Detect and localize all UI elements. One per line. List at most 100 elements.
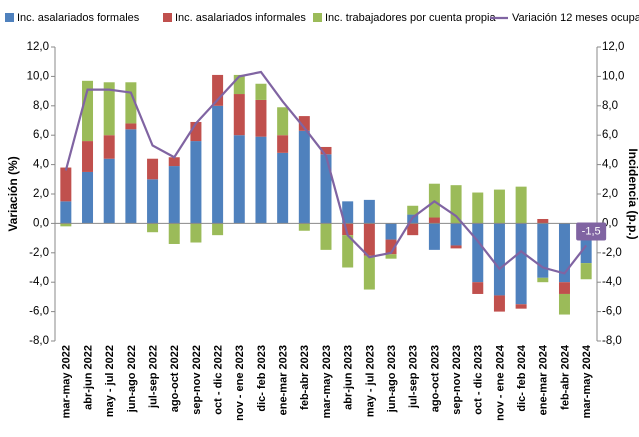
bar [103,82,115,136]
bar [342,201,354,224]
y2-tick-label: 6,0 [602,129,618,141]
bar [60,201,72,224]
bar [450,223,462,246]
bar [363,223,375,256]
bar [320,223,332,250]
x-tick-label: ene-mar 2023 [278,345,290,415]
x-tick-label: nov - ene 2024 [494,344,506,421]
legend-swatch [5,13,14,22]
bar [190,223,202,243]
legend-swatch [313,13,322,22]
bar [472,223,484,283]
bar [363,255,375,290]
bar [472,282,484,294]
x-tick-label: dic- feb 2023 [256,345,268,412]
bar [428,223,440,250]
bar [515,186,527,224]
x-tick-label: feb-abr 2024 [559,344,571,410]
data-label-box [576,222,607,241]
bar [342,235,354,268]
bar [277,107,289,136]
bar [407,223,419,236]
bar [493,295,505,312]
bar [385,223,397,240]
x-tick-label: nov - ene 2023 [234,345,246,421]
bar [493,189,505,224]
y-tick-label: -4,0 [29,276,49,288]
x-tick-label: ago-oct 2022 [169,345,181,412]
bar [558,282,570,294]
bar [125,123,137,130]
bar [515,223,527,305]
bar [190,141,202,224]
bar [342,223,354,236]
bar [580,223,592,264]
x-tick-label: sep-nov 2022 [191,345,203,415]
y-tick-label: 4,0 [33,159,49,171]
x-tick-label: abr-jun 2023 [343,345,355,410]
bar [450,185,462,224]
legend-swatch [163,13,172,22]
x-tick-label: mar-may 2022 [61,345,73,418]
x-tick-label: dic- feb 2024 [516,344,528,412]
bar [472,192,484,224]
y2-tick-label: 12,0 [602,41,624,53]
bar [450,245,462,249]
y2-tick-label: 4,0 [602,159,618,171]
y2-tick-label: 8,0 [602,100,618,112]
y2-tick-label: 10,0 [602,70,624,82]
bar [147,158,159,180]
bar [212,105,224,224]
bar [103,135,115,159]
bar [580,263,592,280]
y-tick-label: 12,0 [27,41,49,53]
x-tick-label: sep-nov 2023 [451,345,463,415]
bar [320,146,332,155]
bar [558,293,570,315]
y-tick-label: -8,0 [29,335,49,347]
bar [493,223,505,296]
bar [82,141,94,172]
bar [233,135,245,224]
bar [255,83,267,100]
legend-label: Inc. trabajadores por cuenta propia [325,12,496,24]
legend-label: Inc. asalariados informales [175,12,306,24]
x-tick-label: may - jul 2022 [104,345,116,417]
x-tick-label: mar-may 2024 [581,344,593,418]
bar [428,217,440,224]
bar [190,121,202,142]
y-tick-label: 0,0 [33,217,49,229]
bar [82,171,94,224]
y2-tick-label: -4,0 [602,276,622,288]
x-tick-label: mar-may 2023 [321,345,333,418]
bar [385,254,397,259]
y-tick-label: -6,0 [29,306,49,318]
bar [298,223,310,231]
x-tick-label: feb-abr 2023 [299,345,311,410]
x-tick-label: may - jul 2023 [364,345,376,417]
x-tick-label: jun-ago 2022 [126,345,138,413]
bar [298,130,310,224]
x-tick-label: oct - dic 2022 [213,345,225,415]
bar [537,277,549,283]
x-tick-label: jun-ago 2023 [386,345,398,413]
bar [255,136,267,224]
x-tick-label: abr-jun 2022 [82,345,94,410]
bar [168,157,180,167]
bar [60,167,72,202]
bar [212,74,224,106]
bar [298,116,310,131]
bar [168,223,180,244]
bar [147,179,159,224]
bar [82,80,94,142]
bar [363,199,375,224]
bar [125,129,137,224]
bar [537,218,549,224]
x-tick-label: oct - dic 2023 [473,345,485,415]
bar [233,74,245,95]
bar [277,152,289,224]
y-tick-label: -2,0 [29,247,49,259]
bar [407,205,419,215]
bar [103,158,115,224]
